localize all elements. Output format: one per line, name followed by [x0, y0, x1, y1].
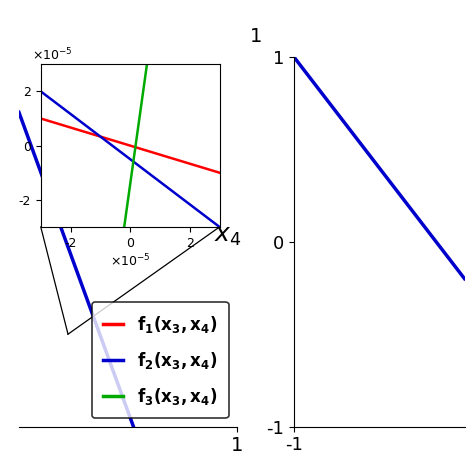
Text: $x_4$: $x_4$: [214, 226, 241, 248]
Legend: $\mathbf{f_1(x_3,x_4)}$, $\mathbf{f_2(x_3,x_4)}$, $\mathbf{f_3(x_3,x_4)}$: $\mathbf{f_1(x_3,x_4)}$, $\mathbf{f_2(x_…: [92, 302, 228, 418]
Text: 1: 1: [250, 27, 263, 46]
